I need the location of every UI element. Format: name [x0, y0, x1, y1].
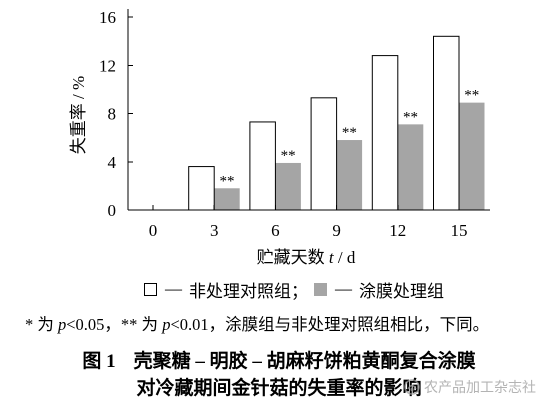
watermark-text: 农产品加工杂志社	[424, 380, 536, 396]
figure-caption-line-1: 图 1 壳聚糖 – 明胶 – 胡麻籽饼粕黄酮复合涂膜	[0, 346, 558, 373]
legend-label-control: 非处理对照组	[189, 281, 291, 301]
significance-label-day-15: **	[464, 88, 479, 104]
bar-series-0-day-12	[371, 55, 399, 211]
x-tick-label-9: 9	[332, 221, 341, 240]
legend-dash: —	[335, 279, 352, 298]
footnote: * 为 p<0.05，** 为 p<0.01，涂膜组与非处理对照组相比，下同。	[25, 315, 490, 334]
legend: — 非处理对照组 ； — 涂膜处理组	[144, 278, 444, 301]
bar-series-0-day-6	[249, 121, 276, 211]
y-tick-label-8: 8	[108, 105, 117, 124]
x-tick-label-12: 12	[389, 221, 406, 240]
bar-series-1-day-15	[459, 102, 485, 210]
caption-title-line-1: 壳聚糖 – 明胶 – 胡麻籽饼粕黄酮复合涂膜	[133, 351, 476, 372]
bar-labels-group: ** ** ** ** **	[219, 88, 479, 190]
bar-series-1-day-12	[397, 124, 424, 210]
bar-chart: 0 4 8 12 16 0 3 6 9 12 15 ** ** ** ** ** 失重率 / % 贮藏天数…	[69, 8, 490, 267]
watermark-logo-icon	[404, 379, 420, 395]
bar-series-1-day-6	[275, 162, 301, 210]
caption-title-line-2: 对冷藏期间金针菇的失重率的影响	[136, 378, 422, 399]
watermark: 农产品加工杂志社	[404, 377, 536, 397]
x-tick-label-3: 3	[210, 221, 219, 240]
significance-label-day-6: **	[281, 148, 296, 164]
legend-dash: —	[165, 279, 182, 298]
legend-label-coated: 涂膜处理组	[359, 281, 444, 301]
bar-series-1-day-3	[214, 188, 240, 210]
y-tick-label-4: 4	[108, 153, 117, 172]
x-axis-label: 贮藏天数 t / d	[257, 248, 356, 267]
y-tick-label-0: 0	[108, 201, 117, 220]
legend-separator: ；	[291, 281, 308, 301]
bar-series-0-day-3	[188, 166, 215, 211]
figure-number: 图 1	[82, 351, 116, 372]
x-tick-label-6: 6	[271, 221, 280, 240]
x-tick-label-0: 0	[149, 221, 158, 240]
legend-swatch-coated	[314, 282, 327, 296]
figure-caption-line-2: 对冷藏期间金针菇的失重率的影响	[0, 373, 558, 400]
significance-label-day-12: **	[403, 109, 418, 125]
y-ticks-group: 0 4 8 12 16	[99, 8, 133, 220]
significance-label-day-3: **	[219, 173, 234, 189]
bar-series-1-day-9	[336, 140, 363, 210]
bar-series-0-day-9	[310, 97, 338, 211]
x-tick-label-15: 15	[451, 221, 468, 240]
y-axis-label: 失重率 / %	[69, 76, 88, 154]
significance-label-day-9: **	[342, 125, 357, 141]
y-tick-label-16: 16	[99, 8, 116, 27]
x-ticks-group: 0 3 6 9 12 15	[149, 205, 468, 240]
bars-group	[188, 35, 485, 211]
legend-swatch-control	[144, 282, 157, 296]
y-tick-label-12: 12	[99, 56, 116, 75]
bar-series-0-day-15	[433, 35, 460, 211]
